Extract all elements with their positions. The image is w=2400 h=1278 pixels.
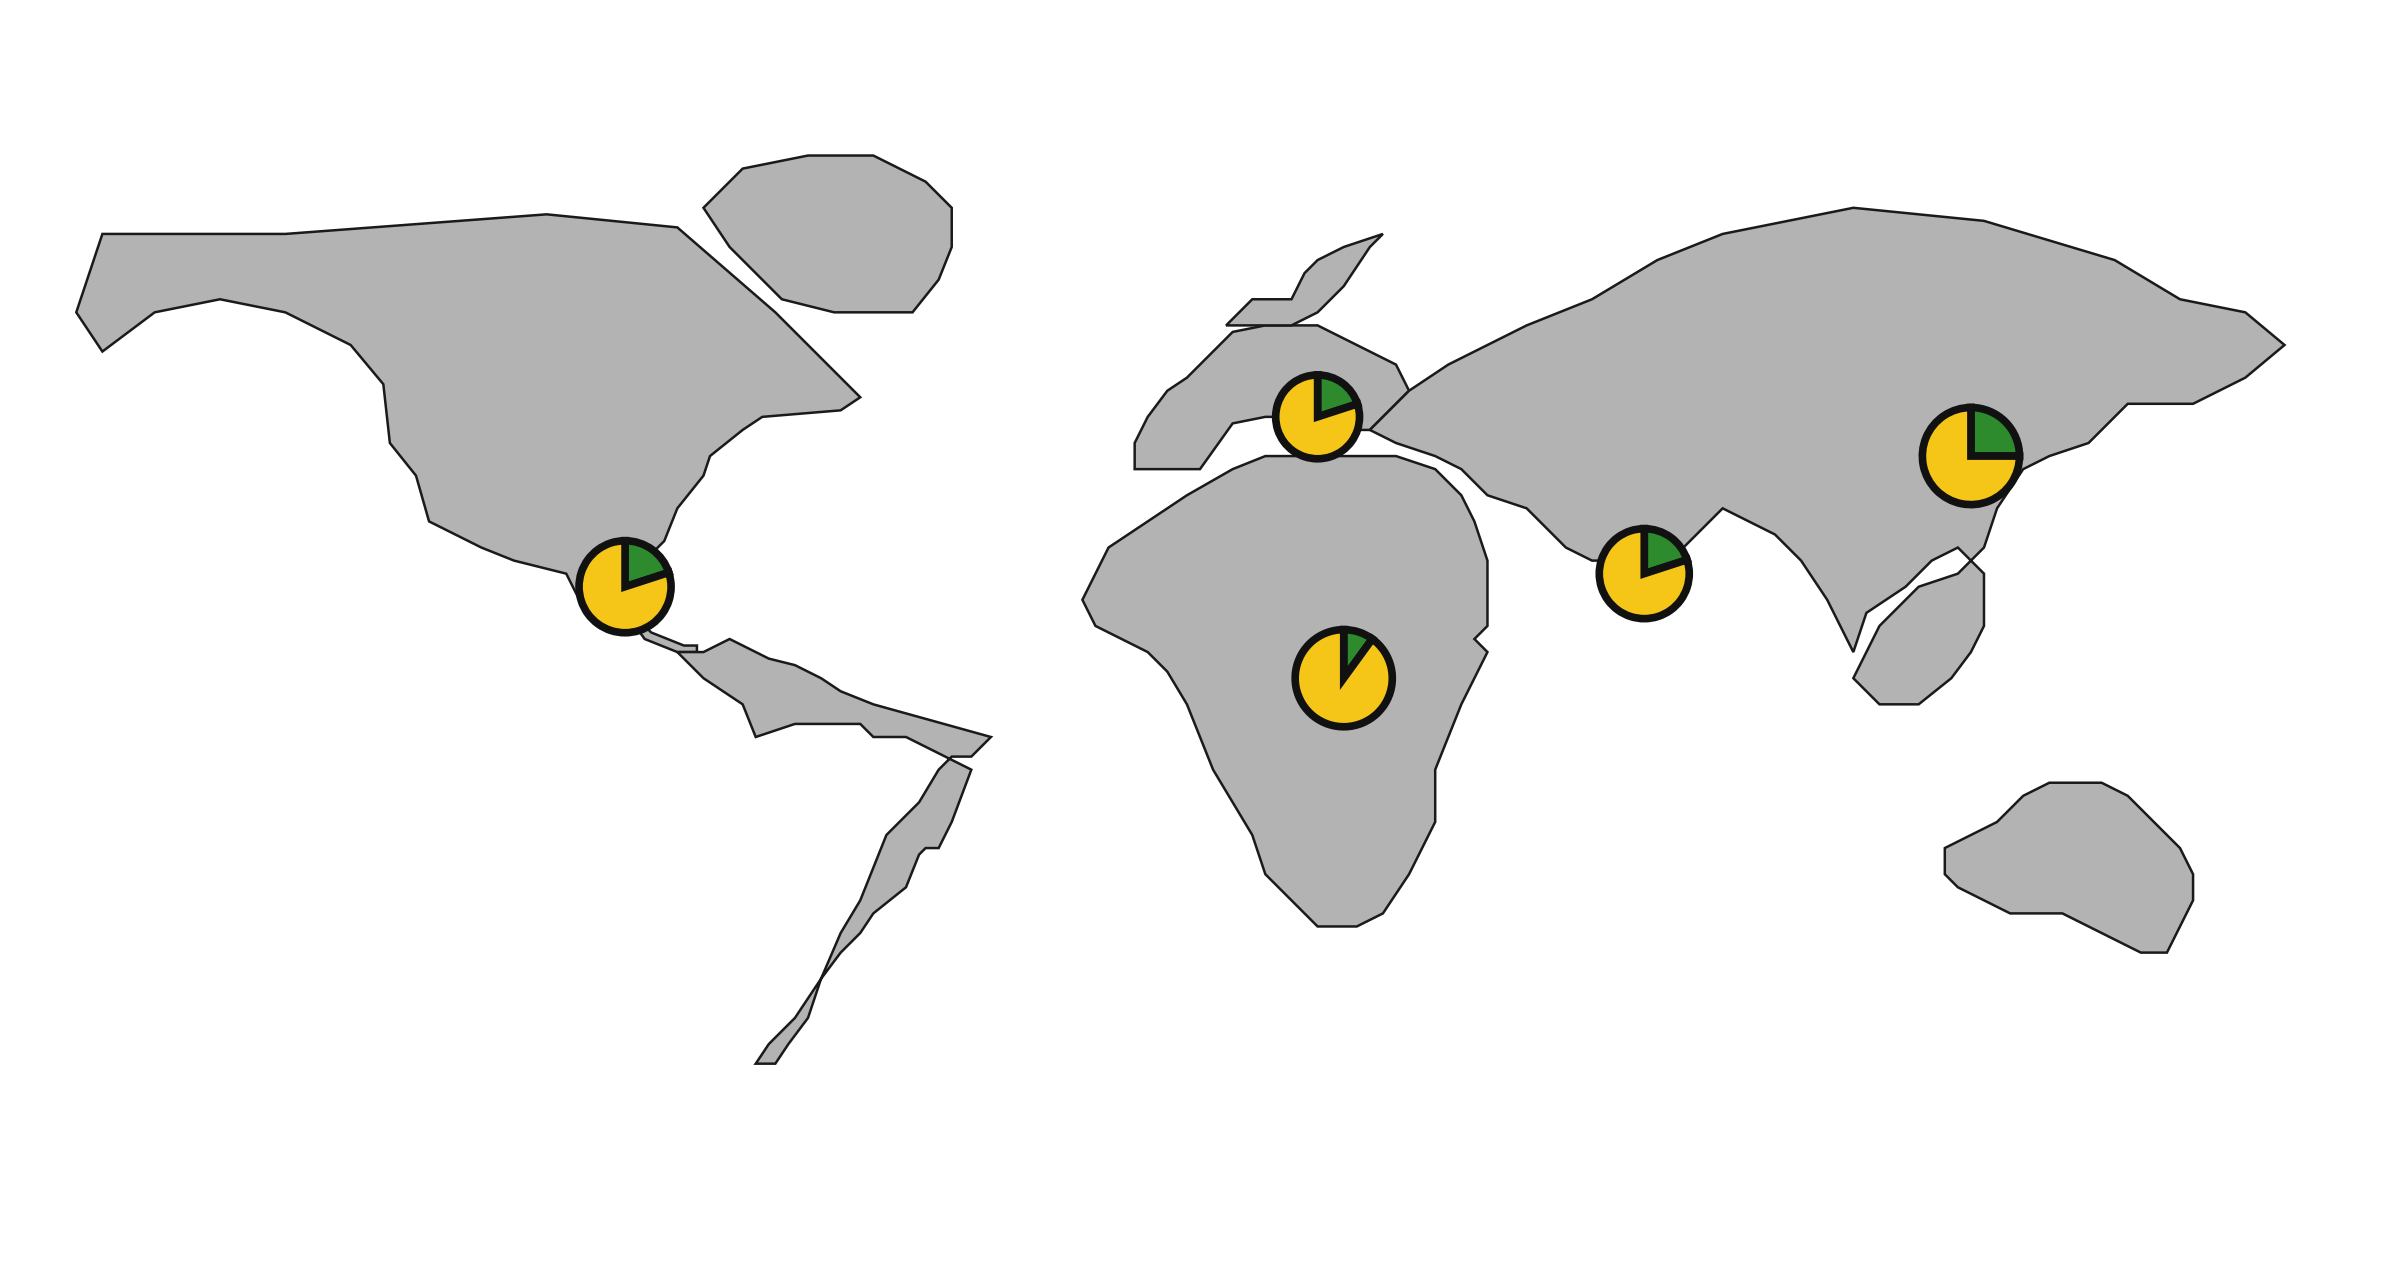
Wedge shape [1922, 408, 2018, 505]
Polygon shape [677, 639, 991, 1063]
Polygon shape [77, 215, 859, 652]
Wedge shape [1277, 374, 1358, 459]
Polygon shape [703, 156, 953, 312]
Wedge shape [624, 541, 670, 587]
Wedge shape [1318, 374, 1358, 417]
Wedge shape [1296, 630, 1392, 727]
Wedge shape [1344, 630, 1373, 679]
Polygon shape [1135, 326, 1409, 469]
Polygon shape [1370, 208, 2285, 704]
Wedge shape [578, 541, 672, 633]
Polygon shape [1226, 234, 1382, 326]
Wedge shape [1598, 529, 1690, 619]
Wedge shape [1644, 529, 1687, 574]
Polygon shape [1944, 782, 2194, 952]
Wedge shape [1970, 408, 2018, 456]
Polygon shape [1082, 456, 1488, 927]
